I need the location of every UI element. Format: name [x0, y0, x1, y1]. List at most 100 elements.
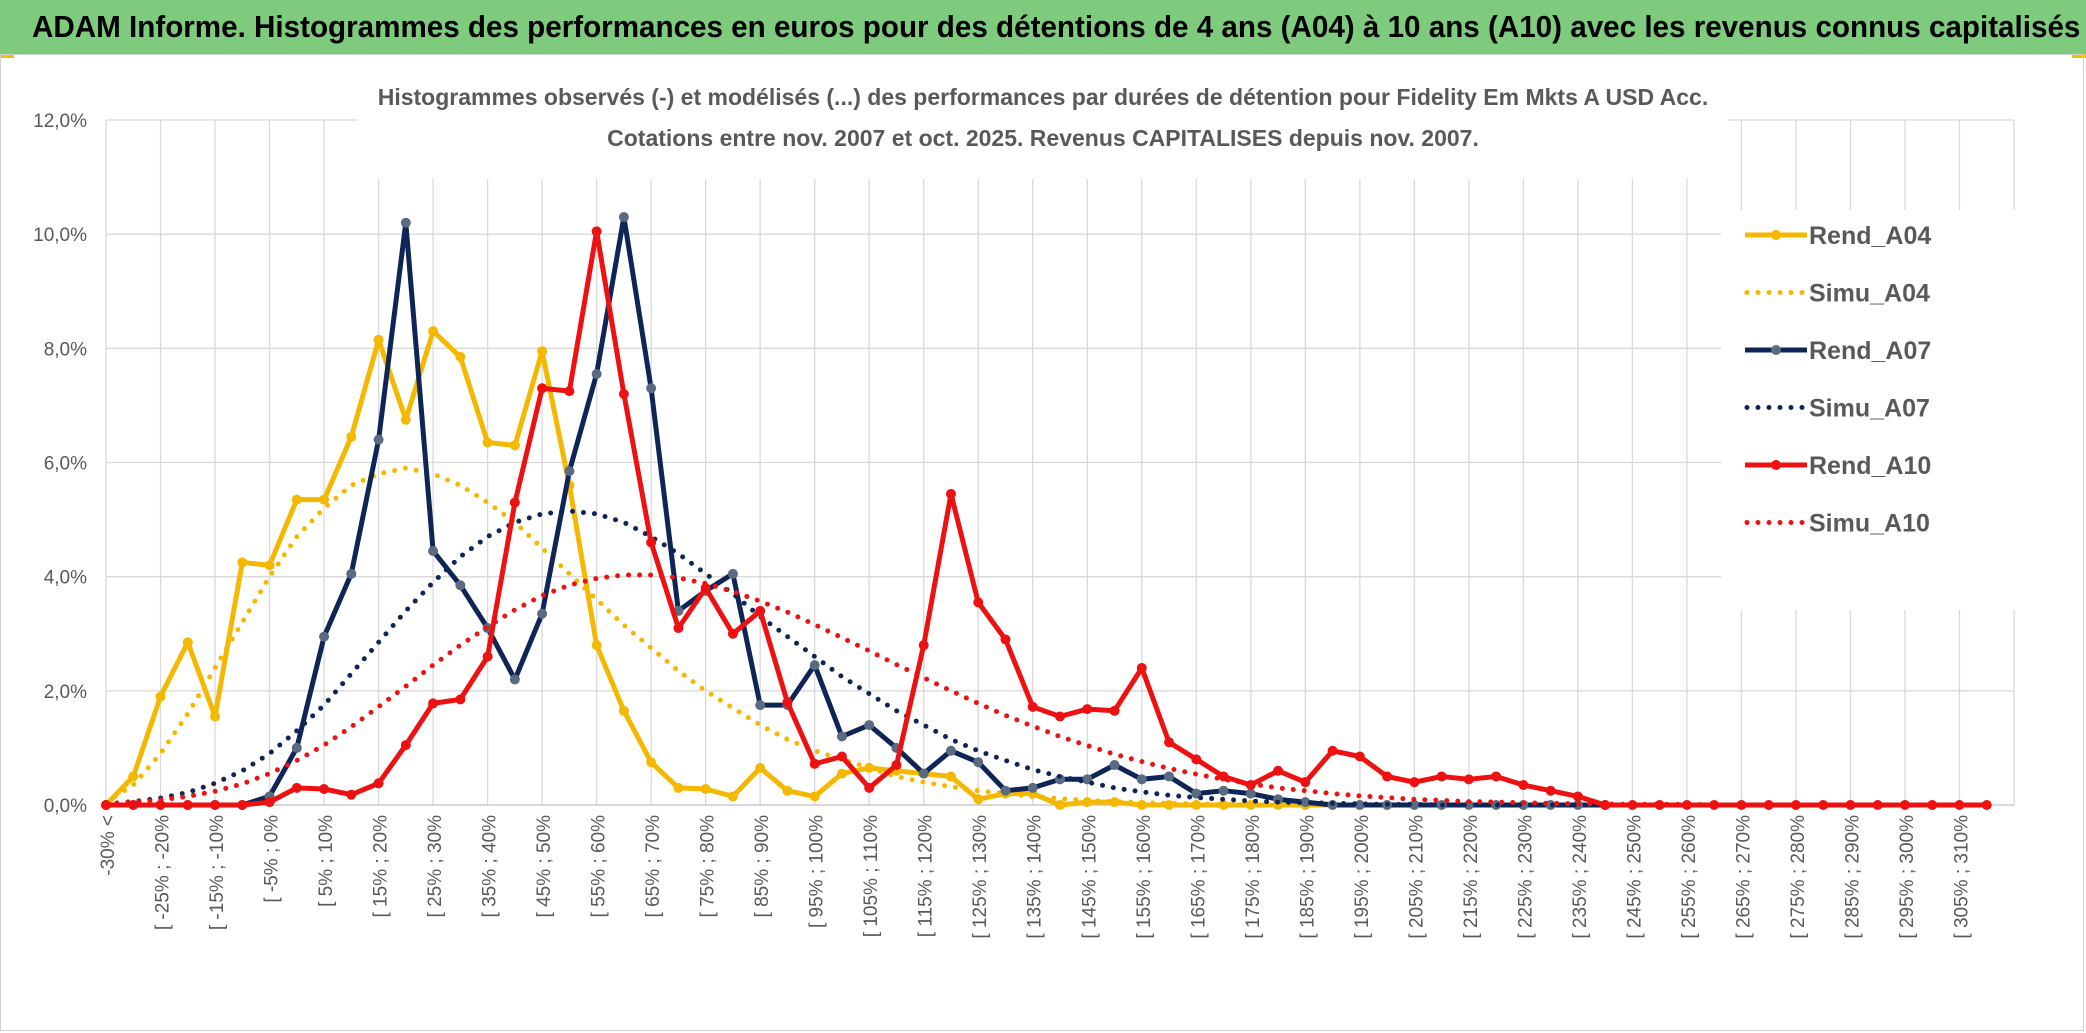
data-point-Rend_A07 — [1027, 782, 1038, 793]
x-tick-label: [ 165% ; 170% — [1188, 815, 1209, 939]
corner-mark-left — [0, 54, 14, 58]
x-tick-label: [ 225% ; 230% — [1515, 815, 1536, 939]
title-background — [358, 79, 1728, 179]
data-point-Rend_A04 — [646, 757, 657, 768]
data-point-Rend_A10 — [155, 800, 166, 810]
data-point-Rend_A10 — [918, 640, 929, 651]
data-point-Rend_A04 — [428, 326, 439, 337]
x-tick-label: [ 265% ; 270% — [1733, 815, 1754, 939]
chart-title-line2: Cotations entre nov. 2007 et oct. 2025. … — [607, 125, 1479, 151]
y-tick-label: 0,0% — [44, 796, 87, 817]
data-point-Rend_A10 — [182, 800, 193, 810]
data-point-Rend_A10 — [1191, 754, 1202, 765]
x-tick-label: [ 245% ; 250% — [1624, 815, 1645, 939]
data-point-Rend_A10 — [1055, 711, 1065, 722]
data-point-Rend_A07 — [564, 466, 575, 477]
data-point-Rend_A04 — [673, 782, 684, 793]
data-point-Rend_A10 — [128, 800, 139, 810]
data-point-Rend_A10 — [618, 389, 629, 399]
data-point-Rend_A04 — [210, 711, 221, 722]
data-point-Rend_A10 — [1027, 701, 1038, 712]
data-point-Rend_A04 — [482, 437, 493, 448]
data-point-Rend_A04 — [1164, 800, 1175, 810]
data-point-Rend_A07 — [1000, 785, 1011, 796]
data-point-Rend_A04 — [455, 351, 466, 362]
series-line-Simu_A07 — [103, 508, 1990, 808]
data-point-Rend_A07 — [400, 217, 411, 228]
data-point-Rend_A04 — [373, 334, 384, 345]
data-point-Rend_A10 — [264, 797, 275, 808]
series-line-Simu_A04 — [103, 465, 1499, 808]
data-point-Rend_A10 — [319, 784, 330, 795]
data-point-Rend_A07 — [755, 700, 766, 711]
data-point-Rend_A10 — [237, 800, 248, 810]
data-point-Rend_A10 — [1082, 704, 1093, 715]
data-point-Rend_A10 — [700, 583, 711, 594]
x-tick-label: [ 115% ; 120% — [916, 815, 937, 937]
x-tick-label: [ 15% ; 20% — [371, 815, 392, 918]
data-point-Rend_A07 — [864, 720, 875, 731]
data-point-Rend_A10 — [1000, 634, 1011, 645]
y-tick-label: 6,0% — [44, 454, 87, 475]
data-point-Rend_A07 — [1245, 788, 1256, 799]
data-point-Rend_A10 — [1463, 774, 1474, 785]
data-point-Rend_A04 — [973, 794, 984, 805]
data-point-Rend_A10 — [1136, 663, 1147, 673]
x-tick-label: [ 85% ; 90% — [752, 815, 773, 918]
data-point-Rend_A07 — [455, 580, 466, 591]
x-tick-label: [ 235% ; 240% — [1570, 815, 1591, 939]
data-point-Rend_A10 — [836, 751, 847, 762]
legend-label-Simu_A04: Simu_A04 — [1809, 280, 1930, 308]
data-point-Rend_A07 — [809, 660, 820, 671]
data-point-Rend_A10 — [1790, 800, 1801, 810]
data-point-Rend_A10 — [291, 782, 302, 793]
data-point-Rend_A10 — [782, 697, 793, 708]
x-tick-label: [ 25% ; 30% — [425, 815, 446, 918]
data-point-Rend_A07 — [591, 369, 602, 380]
data-point-Rend_A07 — [1300, 797, 1311, 808]
legend-label-Simu_A07: Simu_A07 — [1809, 395, 1930, 423]
data-point-Rend_A10 — [809, 758, 820, 769]
data-point-Rend_A10 — [1300, 777, 1311, 788]
x-tick-label: [ 5% ; 10% — [316, 815, 337, 907]
data-point-Rend_A07 — [945, 745, 956, 756]
data-point-Rend_A04 — [346, 431, 357, 442]
x-tick-label: [ 95% ; 100% — [807, 815, 828, 928]
x-tick-label: [ -25% ; -20% — [153, 815, 174, 930]
data-point-Rend_A10 — [891, 760, 902, 771]
data-point-Rend_A10 — [482, 651, 493, 662]
x-tick-label: [ 175% ; 180% — [1243, 815, 1264, 939]
x-tick-label: [ 285% ; 290% — [1842, 815, 1863, 939]
data-point-Rend_A04 — [618, 705, 629, 716]
data-point-Rend_A04 — [537, 346, 548, 357]
x-tick-label: [ 105% ; 110% — [861, 815, 882, 937]
legend-marker-Rend_A04 — [1771, 230, 1781, 240]
data-point-Rend_A04 — [1109, 797, 1120, 808]
data-point-Rend_A10 — [455, 694, 466, 705]
data-point-Rend_A07 — [973, 757, 984, 768]
data-point-Rend_A10 — [1709, 800, 1720, 810]
data-point-Rend_A10 — [509, 497, 520, 508]
data-point-Rend_A07 — [918, 768, 929, 779]
data-point-Rend_A10 — [1491, 771, 1502, 782]
data-point-Rend_A07 — [836, 731, 847, 742]
data-point-Rend_A10 — [1382, 771, 1393, 782]
data-point-Rend_A04 — [755, 762, 766, 773]
data-point-Rend_A10 — [1954, 800, 1965, 810]
data-point-Rend_A04 — [319, 494, 330, 505]
data-point-Rend_A10 — [727, 628, 738, 639]
series-line-Rend_A10 — [106, 228, 1987, 808]
data-point-Rend_A07 — [727, 568, 738, 579]
data-point-Rend_A10 — [755, 605, 766, 616]
chart-title-line1: Histogrammes observés (-) et modélisés (… — [378, 84, 1709, 110]
y-tick-label: 8,0% — [44, 339, 87, 360]
x-tick-label: [ 75% ; 80% — [698, 815, 719, 918]
legend-label-Rend_A10: Rend_A10 — [1809, 452, 1931, 480]
data-point-Rend_A10 — [864, 782, 875, 793]
data-point-Rend_A07 — [1191, 788, 1202, 799]
data-point-Rend_A07 — [291, 742, 302, 753]
data-point-Rend_A04 — [945, 771, 956, 782]
x-tick-label: [ 55% ; 60% — [589, 815, 610, 918]
data-point-Rend_A10 — [591, 226, 602, 237]
data-point-Rend_A10 — [1327, 745, 1338, 756]
